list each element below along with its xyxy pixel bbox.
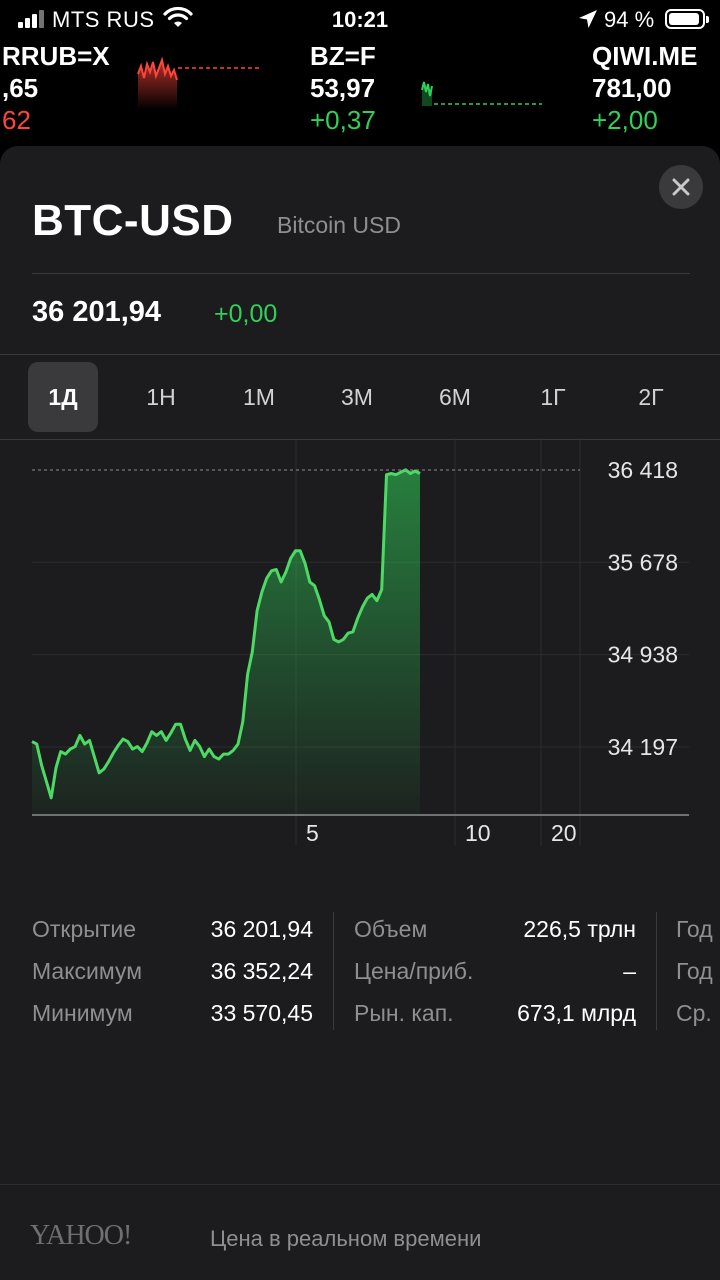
ticker-price: 781,00 xyxy=(592,73,672,103)
carrier-name: MTS RUS xyxy=(52,7,155,32)
stats-table: Открытие 36 201,94 Максимум 36 352,24 Ми… xyxy=(0,908,720,1048)
price-chart[interactable]: 36 418 35 678 34 938 34 197 5 10 20 xyxy=(0,438,720,858)
stat-label-volume: Объем xyxy=(354,916,428,942)
ticker-symbol: BZ=F xyxy=(310,41,376,71)
chart-area xyxy=(32,469,420,815)
stat-value-open: 36 201,94 xyxy=(210,916,313,942)
stock-name: Bitcoin USD xyxy=(277,212,401,238)
stats-separator xyxy=(333,912,334,1030)
stat-label-open: Открытие xyxy=(32,916,136,942)
y-tick-label: 35 678 xyxy=(608,549,678,575)
status-bar: MTS RUS 10:21 94 % xyxy=(0,0,720,40)
range-1w[interactable]: 1Н xyxy=(146,384,176,410)
range-6m[interactable]: 6М xyxy=(439,384,471,410)
stock-symbol: BTC-USD xyxy=(32,196,234,245)
ticker-change: 62 xyxy=(2,105,31,135)
battery-icon xyxy=(665,9,709,29)
range-1y[interactable]: 1Г xyxy=(540,384,566,410)
range-divider xyxy=(0,439,720,440)
stats-separator xyxy=(656,912,657,1030)
ticker-sparkline-rrub xyxy=(137,56,260,110)
stat-label-low: Минимум xyxy=(32,1000,133,1026)
yahoo-logo[interactable]: YAHOO! xyxy=(30,1220,132,1251)
ticker-change: +2,00 xyxy=(592,105,658,135)
stat-label-year-low: Год xyxy=(676,958,713,984)
range-2y[interactable]: 2Г xyxy=(638,384,664,410)
range-3m[interactable]: 3М xyxy=(341,384,373,410)
stat-value-low: 33 570,45 xyxy=(210,1000,313,1026)
range-1m[interactable]: 1М xyxy=(243,384,275,410)
stat-label-avg: Ср. xyxy=(676,1000,712,1026)
ticker-item-rrub[interactable]: RRUB=X ,65 62 xyxy=(2,40,110,136)
location-icon xyxy=(579,10,597,28)
stat-value-volume: 226,5 трлн xyxy=(523,916,636,942)
close-icon xyxy=(672,178,690,196)
stat-label-mktcap: Рын. кап. xyxy=(354,1000,454,1026)
ticker-symbol: RRUB=X xyxy=(2,41,110,71)
range-selector[interactable]: 1Д 1Н 1М 3М 6М 1Г 2Г xyxy=(28,362,692,432)
ticker-symbol: QIWI.ME xyxy=(592,41,698,71)
range-1d[interactable]: 1Д xyxy=(28,362,98,432)
stock-ticker[interactable]: RRUB=X ,65 62 BZ=F 53,97 +0,37 QIWI.ME 7… xyxy=(0,40,720,140)
stat-value-high: 36 352,24 xyxy=(210,958,313,984)
header-divider xyxy=(32,273,690,274)
stat-value-pe: – xyxy=(623,958,636,984)
footer-divider xyxy=(0,1184,720,1185)
battery-percent: 94 % xyxy=(604,7,655,32)
ticker-item-bz[interactable]: BZ=F 53,97 +0,37 xyxy=(310,40,376,136)
price-divider xyxy=(0,354,720,355)
stat-value-mktcap: 673,1 млрд xyxy=(517,1000,636,1026)
x-tick-label: 10 xyxy=(465,820,491,846)
ticker-sparkline-bz xyxy=(421,81,542,106)
wifi-icon xyxy=(163,6,193,27)
x-tick-label: 20 xyxy=(551,820,577,846)
current-price: 36 201,94 xyxy=(32,296,162,328)
signal-icon xyxy=(18,10,46,28)
stat-label-high: Максимум xyxy=(32,958,143,984)
ticker-change: +0,37 xyxy=(310,105,376,135)
realtime-note: Цена в реальном времени xyxy=(210,1226,482,1251)
y-tick-label: 36 418 xyxy=(608,457,678,483)
ticker-price: 53,97 xyxy=(310,73,376,103)
stat-label-pe: Цена/приб. xyxy=(354,958,474,984)
price-change: +0,00 xyxy=(214,300,278,328)
x-tick-label: 5 xyxy=(306,820,319,846)
stat-label-year-high: Год xyxy=(676,916,713,942)
ticker-price: ,65 xyxy=(2,73,39,103)
chart-line xyxy=(31,468,421,800)
y-tick-label: 34 938 xyxy=(608,642,678,668)
clock: 10:21 xyxy=(331,7,389,32)
close-button[interactable] xyxy=(659,165,703,209)
y-tick-label: 34 197 xyxy=(608,734,678,760)
ticker-item-qiwi[interactable]: QIWI.ME 781,00 +2,00 xyxy=(592,40,697,136)
stock-detail-card: BTC-USD Bitcoin USD 36 201,94 +0,00 1Д 1… xyxy=(0,146,720,1280)
